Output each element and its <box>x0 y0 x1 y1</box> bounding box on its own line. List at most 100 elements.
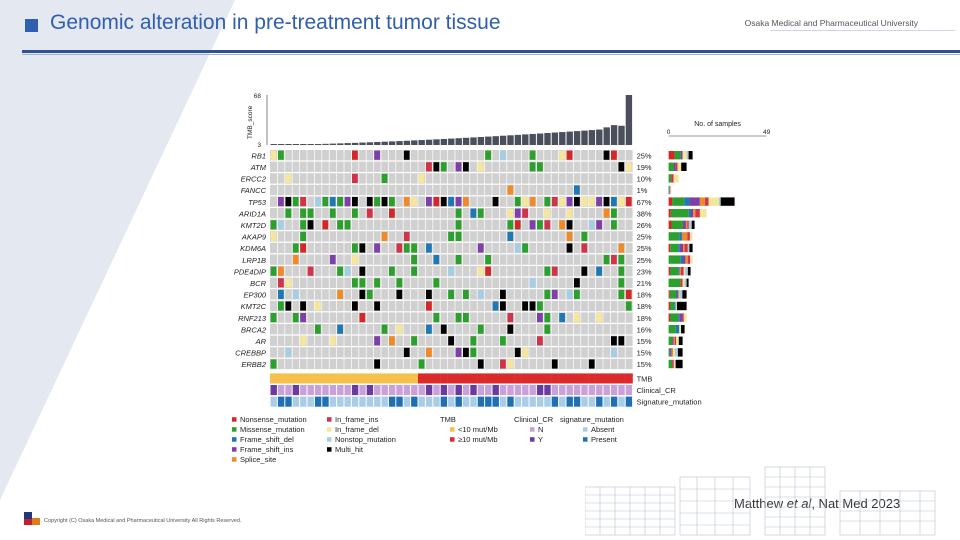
mutation-cell <box>285 173 292 183</box>
mutation-cell <box>603 255 610 265</box>
tmb-track-cell <box>455 373 463 384</box>
signature-track-cell <box>499 396 507 407</box>
mutation-cell <box>307 220 314 230</box>
tmb-track-cell <box>506 373 515 384</box>
mutation-cell <box>625 197 632 207</box>
mutation-cell <box>374 301 380 311</box>
tmb-track-cell <box>344 373 352 384</box>
mutation-cell <box>625 301 632 311</box>
gene-count-bar-segment <box>668 278 681 287</box>
gene-count-bar-segment <box>670 243 679 253</box>
mutation-cell <box>500 359 506 369</box>
mutation-cell <box>500 301 506 311</box>
gene-count-bar-segment <box>691 220 695 229</box>
signature-track-cell <box>337 396 344 407</box>
tmb-track-cell <box>432 373 441 384</box>
count-axis-max: 49 <box>763 129 770 136</box>
gene-count-bar-segment <box>678 267 680 276</box>
mutation-cell <box>270 266 277 276</box>
legend-mutation-label: Nonsense_mutation <box>240 415 307 424</box>
mutation-cell <box>366 208 373 218</box>
tmb-bar <box>307 144 314 145</box>
gene-percentage: 23% <box>637 267 652 276</box>
mutation-cell <box>352 208 358 218</box>
legend-mutation-swatch <box>327 417 332 422</box>
tmb-track-cell <box>270 373 278 384</box>
clinical-track-cell <box>403 385 411 396</box>
gene-count-bar-segment <box>676 336 679 345</box>
legend-clinical-title: Clinical_CR <box>514 415 554 424</box>
legend-mutation-swatch <box>232 417 237 422</box>
gene-count-bar-segment <box>689 243 693 253</box>
signature-track-cell <box>366 396 374 407</box>
signature-track-cell <box>314 396 322 407</box>
gene-count-bar-segment <box>668 151 675 160</box>
tmb-track-cell <box>277 373 285 384</box>
gene-count-bar-segment <box>674 162 676 171</box>
gene-label: PDE4DIP <box>234 267 266 276</box>
tmb-track-cell <box>440 373 448 384</box>
mutation-cell <box>559 220 565 230</box>
mutation-cell <box>551 266 558 276</box>
clinical-track-cell <box>551 385 559 396</box>
mutation-cell <box>596 313 602 323</box>
clinical-track-cell <box>314 385 322 396</box>
mutation-cell <box>374 197 380 207</box>
clinical-track-cell <box>440 385 448 396</box>
tmb-bar <box>610 125 618 145</box>
tmb-track-cell <box>373 373 382 384</box>
mutation-cell <box>544 266 551 276</box>
gene-count-bar-segment <box>679 232 682 241</box>
mutation-cell <box>329 197 336 207</box>
gene-count-bar-segment <box>708 197 719 206</box>
gene-count-bar-segment <box>679 267 681 276</box>
matrix-row-bg <box>270 173 633 184</box>
gene-percentage: 18% <box>637 302 652 311</box>
signature-track-cell <box>618 396 625 407</box>
signature-track-cell <box>529 396 536 407</box>
gene-count-bar-segment <box>687 232 690 241</box>
tmb-bar <box>366 142 374 145</box>
clinical-track-cell <box>603 385 610 396</box>
legend-mutation-label: In_frame_ins <box>335 415 379 424</box>
mutation-cell <box>529 278 536 288</box>
gene-count-bar-segment <box>668 232 680 241</box>
mutation-cell <box>352 197 358 207</box>
clinical-track-cell <box>581 385 588 396</box>
gene-count-bar-segment <box>671 220 684 229</box>
gene-count-bar-segment <box>668 348 671 357</box>
mutation-cell <box>559 197 565 207</box>
tmb-bar <box>492 136 499 145</box>
signature-track-cell <box>322 396 329 407</box>
gene-count-bar-segment <box>683 267 686 276</box>
mutation-cell <box>492 301 499 311</box>
mutation-cell <box>337 266 343 276</box>
mutation-cell <box>389 266 395 276</box>
gene-count-bar-segment <box>690 209 694 218</box>
mutation-cell <box>559 150 565 160</box>
clinical-track-cell <box>388 385 396 396</box>
mutation-cell <box>352 255 358 265</box>
legend-mutation-swatch <box>327 447 332 452</box>
mutation-cell <box>596 220 602 230</box>
tmb-bar <box>314 144 322 145</box>
title-divider-thin <box>22 54 960 55</box>
tmb-track-cell <box>292 373 300 384</box>
clinical-track-cell <box>455 385 462 396</box>
gene-count-bar-segment <box>670 348 672 357</box>
tmb-track-cell <box>558 373 567 384</box>
mutation-cell <box>566 220 573 230</box>
mutation-cell <box>596 197 602 207</box>
tmb-track-cell <box>484 373 493 384</box>
tmb-bar <box>300 144 307 145</box>
gene-count-bar-segment <box>685 220 688 229</box>
university-name: Osaka Medical and Pharmaceutical Univers… <box>744 18 918 28</box>
mutation-cell <box>448 336 454 346</box>
mutation-cell <box>433 162 440 172</box>
mutation-cell <box>300 301 306 311</box>
tmb-track-cell <box>603 373 611 384</box>
clinical-track-cell <box>359 385 366 396</box>
mutation-cell <box>574 278 580 288</box>
legend-tmb-title: TMB <box>440 415 456 424</box>
mutation-cell <box>292 313 299 323</box>
